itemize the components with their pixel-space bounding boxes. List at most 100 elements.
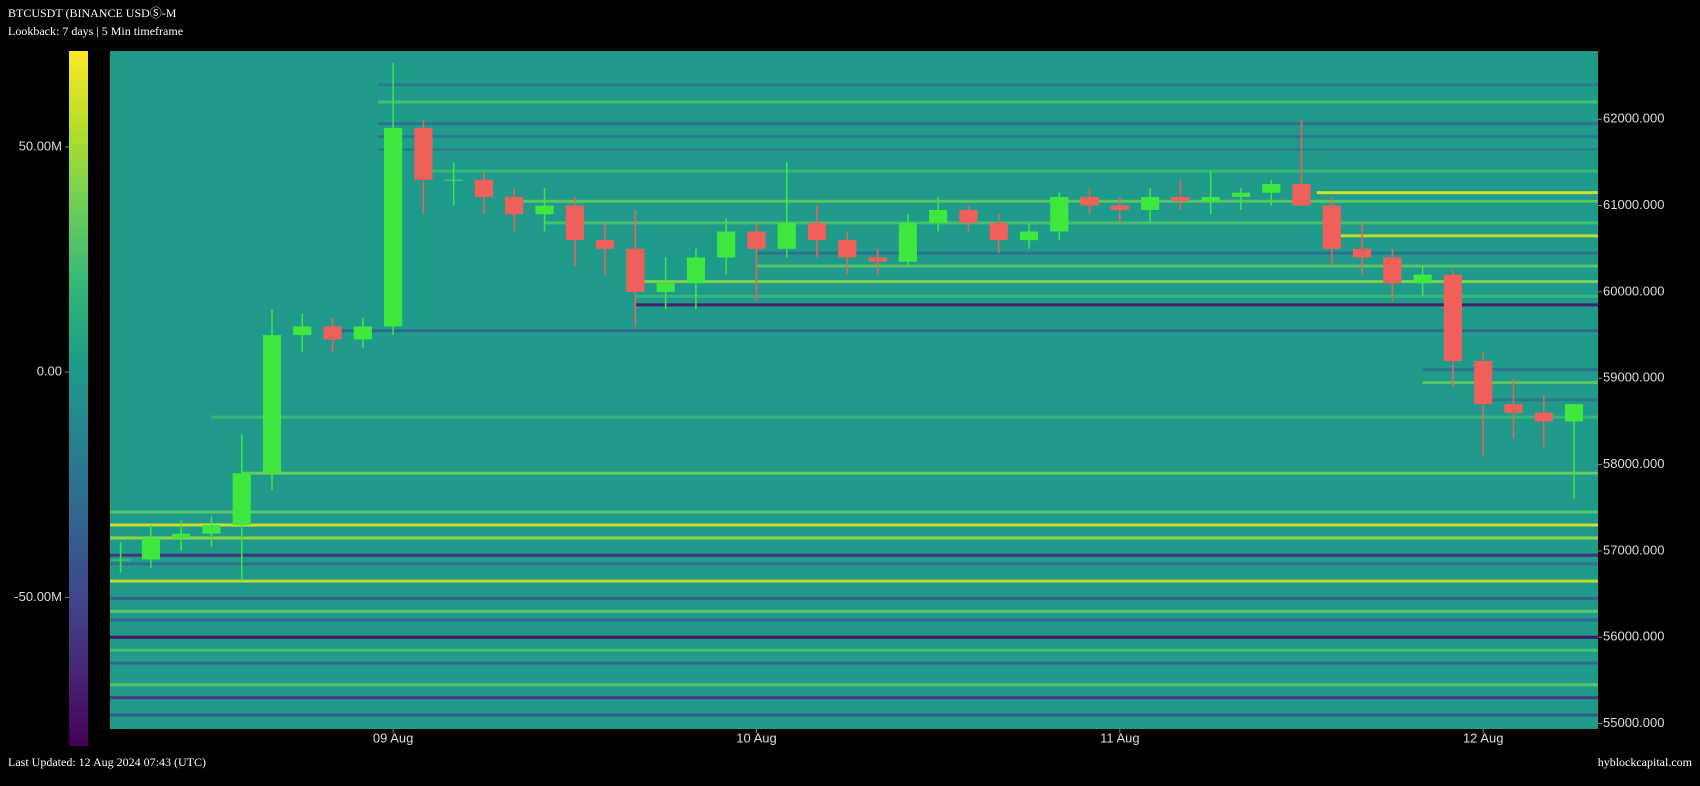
y-tick-label: 60000.000 [1603,283,1664,298]
liquidation-level [1422,381,1598,385]
liquidation-level [110,683,1598,687]
candle-body [1110,205,1129,210]
colorbar [69,51,88,746]
candle-body [111,559,130,561]
liquidation-level [110,648,1598,652]
liquidation-level [241,471,1598,475]
candle-body [414,127,433,180]
liquidation-level [544,221,1599,225]
candle-body [989,222,1008,241]
candle-body [202,525,221,534]
candle-body [959,209,978,223]
candle-body [686,257,705,284]
candle-body [323,326,342,340]
candle-body [898,222,917,262]
colorbar-tick-label: -50.00M [14,589,62,604]
liquidation-level [110,510,1598,514]
candle-body [929,209,948,223]
x-tick-label: 11 Aug [1100,730,1140,745]
liquidation-level [110,635,1598,639]
candle-body [1534,412,1553,422]
colorbar-tick-label: 50.00M [19,138,62,153]
liquidation-level [756,264,1598,268]
liquidation-level [110,609,1598,613]
y-tick-label: 58000.000 [1603,456,1664,471]
y-tick-label: 55000.000 [1603,715,1664,730]
candle-body [1141,196,1160,210]
candle-body [1292,184,1311,206]
liquidation-level [110,536,1598,540]
candle-body [1413,274,1432,284]
candle-body [838,240,857,258]
liquidation-level [110,553,1598,557]
candle-body [656,283,675,292]
footer-site: hyblockcapital.com [1598,755,1693,769]
candle-body [1080,196,1099,206]
candle-body [1201,196,1220,202]
candle-body [717,231,736,258]
candle-body [474,179,494,197]
x-tick-label: 09 Aug [373,730,414,745]
candle-body [595,240,615,249]
liquidation-level [377,122,1598,126]
candle-body [1504,404,1523,413]
candle-body [293,326,312,336]
candle-body [262,335,282,474]
heatmap-background [110,51,1598,729]
y-tick-label: 61000.000 [1603,197,1664,212]
candle-body [1019,231,1039,241]
y-tick-label: 59000.000 [1603,370,1664,385]
y-tick-label: 62000.000 [1603,111,1664,126]
candle-body [1383,257,1402,284]
candle-body [565,205,584,241]
candle-body [1564,404,1584,422]
candle-body [1171,196,1190,202]
liquidation-level [110,661,1598,665]
candle-body [1474,360,1493,405]
liquidation-level [110,713,1598,717]
liquidation-level [110,696,1598,700]
liquidation-level [110,579,1598,583]
liquidation-level [377,135,1598,139]
candle-body [777,222,796,249]
liquidation-level [1422,368,1598,372]
candle-body [868,257,887,262]
liquidation-level [110,523,1598,527]
candle-body [535,205,554,215]
candle-body [807,222,827,241]
y-tick-label: 56000.000 [1603,629,1664,644]
liquidation-level [756,251,1598,255]
liquidation-level [1483,398,1598,402]
candle-body [353,326,372,340]
liquidation-level [635,280,1598,284]
liquidation-level [635,303,1598,307]
candle-body [1231,192,1251,197]
colorbar-tick-label: 0.00 [37,364,62,379]
candle-body [141,537,160,560]
x-tick-label: 12 Aug [1463,730,1504,745]
candle-body [444,179,463,181]
candle-body [384,127,403,327]
candle-body [1322,205,1341,249]
liquidation-level [377,83,1598,87]
chart-title: BTCUSDT (BINANCE USDⓈ-M [8,6,177,20]
liquidation-level [110,618,1598,622]
candle-body [747,231,766,249]
liquidation-level [1331,234,1598,238]
candle-body [1352,248,1372,258]
liquidation-level [211,415,1598,419]
liquidation-level [332,329,1599,333]
candle-body [172,533,191,538]
candle-body [1050,196,1069,232]
chart-subtitle: Lookback: 7 days | 5 Min timeframe [8,24,183,38]
footer-updated: Last Updated: 12 Aug 2024 07:43 (UTC) [8,755,206,769]
liquidation-level [635,294,1598,298]
x-tick-label: 10 Aug [736,730,777,745]
candle-body [1443,274,1462,361]
candle-body [626,248,645,292]
liquidation-level [110,562,1598,566]
y-tick-label: 57000.000 [1603,542,1664,557]
liquidation-level [377,147,1598,151]
